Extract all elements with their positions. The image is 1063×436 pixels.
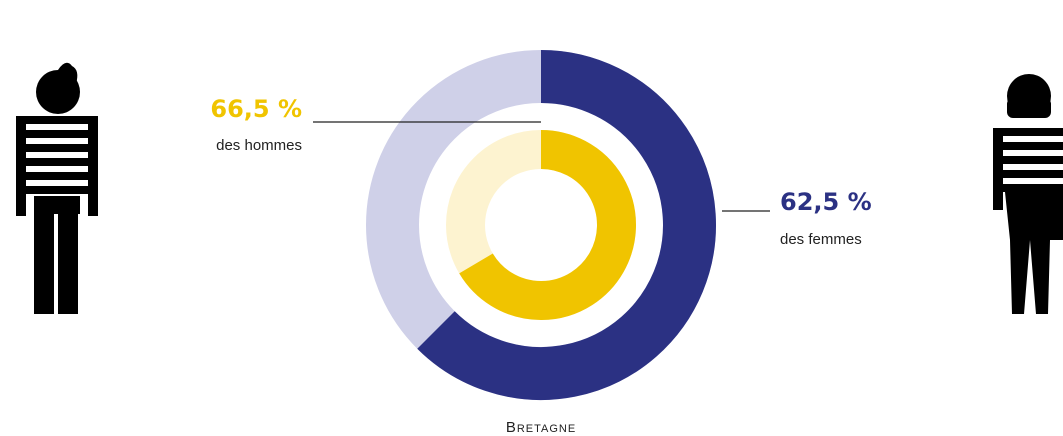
woman-icon: [993, 74, 1063, 314]
man-icon: [16, 62, 98, 314]
donut-arc: [459, 130, 636, 320]
chart-title: Bretagne: [506, 419, 576, 436]
series-label: des femmes: [780, 231, 862, 248]
value-label: 62,5 %: [780, 188, 872, 216]
series-label: des hommes: [216, 137, 302, 154]
value-label: 66,5 %: [210, 95, 302, 123]
donut-arc: [417, 50, 716, 400]
